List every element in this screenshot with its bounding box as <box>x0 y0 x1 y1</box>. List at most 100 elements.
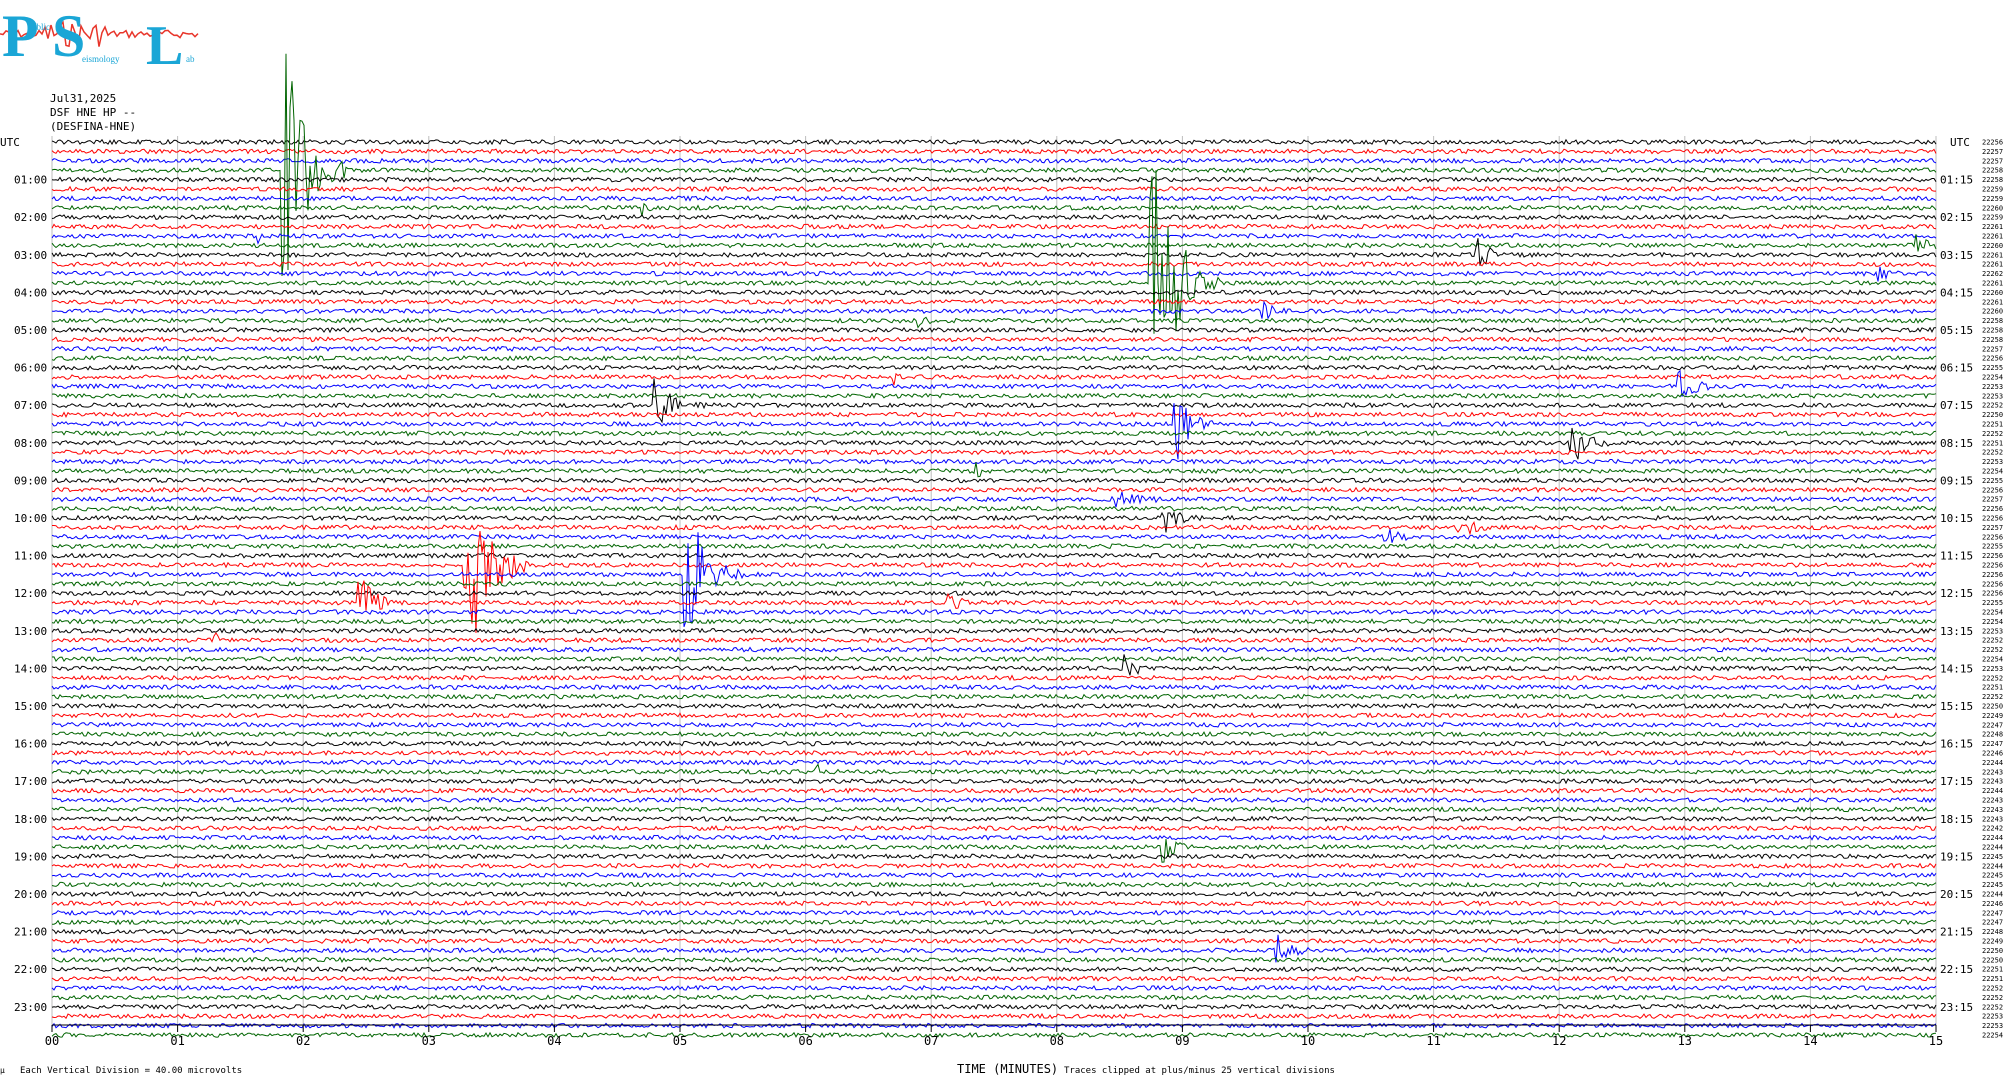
right-time-label: 15:15 <box>1940 700 1973 713</box>
left-time-label: 21:00 <box>14 926 47 939</box>
row-count-label: 22252 <box>1982 985 2003 993</box>
seismic-trace-21 <box>51 336 1937 343</box>
row-count-label: 22249 <box>1982 938 2003 946</box>
row-count-label: 22252 <box>1982 449 2003 457</box>
right-time-label: 04:15 <box>1940 286 1973 299</box>
row-count-label: 22260 <box>1982 204 2003 212</box>
seismic-trace-10 <box>51 232 1937 245</box>
seismic-trace-39 <box>51 505 1937 512</box>
x-tick-label: 07 <box>924 1034 938 1048</box>
right-time-label: 02:15 <box>1940 211 1973 224</box>
row-count-label: 22248 <box>1982 928 2003 936</box>
left-time-labels: 01:00 02:00 03:00 04:00 05:00 06:00 07:00 08:00… <box>14 174 47 1014</box>
logo-word-seismology: eismology <box>82 54 120 64</box>
row-count-label: 22252 <box>1982 693 2003 701</box>
seismic-trace-65 <box>51 749 1937 757</box>
row-count-label: 22247 <box>1982 909 2003 917</box>
seismic-trace-93 <box>51 1012 1937 1020</box>
right-time-label: 03:15 <box>1940 249 1973 262</box>
seismic-trace-45 <box>51 530 1937 634</box>
seismic-trace-36 <box>51 477 1937 484</box>
row-count-label: 22256 <box>1982 590 2003 598</box>
right-time-label: 06:15 <box>1940 362 1973 375</box>
seismic-traces <box>51 53 1937 1039</box>
right-time-label: 13:15 <box>1940 625 1973 638</box>
corner-mark: µ <box>0 1066 5 1075</box>
x-tick-label: 10 <box>1301 1034 1315 1048</box>
row-count-label: 22253 <box>1982 627 2003 635</box>
row-count-label: 22245 <box>1982 881 2003 889</box>
row-count-label: 22243 <box>1982 815 2003 823</box>
row-count-label: 22252 <box>1982 637 2003 645</box>
row-count-label: 22254 <box>1982 468 2003 476</box>
row-count-label: 22256 <box>1982 139 2003 147</box>
row-count-label: 22254 <box>1982 618 2003 626</box>
seismic-trace-50 <box>51 608 1937 616</box>
seismic-trace-6 <box>51 195 1937 202</box>
row-count-label: 22253 <box>1982 392 2003 400</box>
seismic-trace-57 <box>51 674 1937 681</box>
seismic-trace-4 <box>51 176 1937 183</box>
row-count-label: 22256 <box>1982 562 2003 570</box>
seismic-trace-79 <box>51 881 1937 888</box>
row-count-label: 22257 <box>1982 148 2003 156</box>
seismic-trace-62 <box>51 721 1937 728</box>
right-time-label: 21:15 <box>1940 926 1973 939</box>
seismic-trace-87 <box>51 956 1937 963</box>
x-tick-label: 13 <box>1678 1034 1692 1048</box>
row-count-label: 22261 <box>1982 251 2003 259</box>
left-time-label: 15:00 <box>14 700 47 713</box>
row-count-label: 22258 <box>1982 327 2003 335</box>
left-time-label: 19:00 <box>14 850 47 863</box>
row-count-label: 22256 <box>1982 515 2003 523</box>
row-count-label: 22257 <box>1982 496 2003 504</box>
row-count-label: 22254 <box>1982 609 2003 617</box>
row-count-label: 22261 <box>1982 233 2003 241</box>
left-time-label: 23:00 <box>14 1001 47 1014</box>
seismic-trace-40 <box>51 510 1937 533</box>
grid-lines <box>51 136 1937 1025</box>
seismic-trace-88 <box>51 965 1937 973</box>
row-count-label: 22247 <box>1982 740 2003 748</box>
seismic-trace-82 <box>51 909 1937 917</box>
seismic-trace-13 <box>52 260 1937 268</box>
row-count-label: 22250 <box>1982 947 2003 955</box>
row-count-label: 22243 <box>1982 778 2003 786</box>
left-time-label: 18:00 <box>14 813 47 826</box>
seismic-trace-0 <box>51 138 1937 146</box>
x-tick-label: 03 <box>422 1034 436 1048</box>
left-time-label: 07:00 <box>14 399 47 412</box>
seismic-trace-81 <box>51 900 1937 907</box>
row-count-label: 22259 <box>1982 186 2003 194</box>
seismic-trace-9 <box>51 223 1937 230</box>
seismic-trace-47 <box>51 580 1937 588</box>
left-time-label: 16:00 <box>14 738 47 751</box>
seismic-trace-55 <box>51 655 1937 663</box>
right-time-label: 07:15 <box>1940 399 1973 412</box>
row-count-label: 22245 <box>1982 853 2003 861</box>
seismic-trace-8 <box>51 213 1937 221</box>
row-count-label: 22253 <box>1982 1022 2003 1030</box>
seismic-trace-28 <box>51 378 1937 424</box>
left-time-label: 01:00 <box>14 174 47 187</box>
seismic-trace-54 <box>51 646 1937 653</box>
seismic-trace-92 <box>51 1003 1937 1011</box>
logo-wave-graphic <box>0 20 199 48</box>
seismic-trace-44 <box>51 552 1937 559</box>
seismic-trace-33 <box>51 449 1937 456</box>
seismic-trace-56 <box>51 654 1937 676</box>
seismic-trace-76 <box>51 853 1937 860</box>
seismic-trace-77 <box>51 862 1937 870</box>
row-count-label: 22244 <box>1982 787 2003 795</box>
seismic-trace-73 <box>51 824 1937 832</box>
row-count-labels: 2225622257222572225822258222592225922260… <box>1982 139 2003 1040</box>
row-count-label: 22251 <box>1982 421 2003 429</box>
seismic-trace-31 <box>51 430 1937 437</box>
seismic-trace-85 <box>51 937 1937 945</box>
row-count-label: 22256 <box>1982 355 2003 363</box>
row-count-label: 22257 <box>1982 345 2003 353</box>
seismic-trace-27 <box>51 392 1937 400</box>
seismic-trace-37 <box>51 486 1937 494</box>
seismic-trace-7 <box>51 202 1937 217</box>
seismic-trace-94 <box>51 1022 1937 1029</box>
